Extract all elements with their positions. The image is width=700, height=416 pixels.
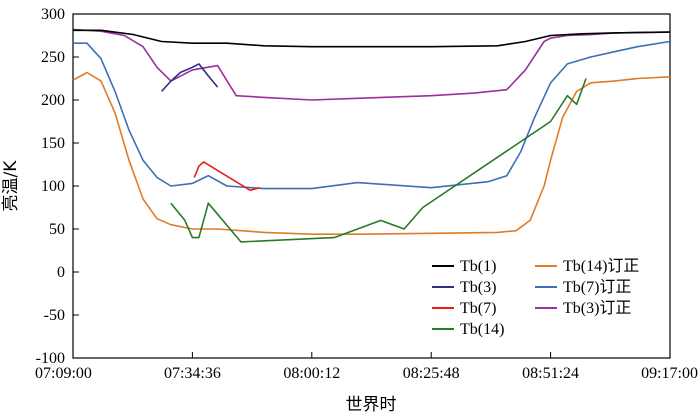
legend-label: Tb(3)	[460, 279, 496, 296]
y-tick-label: 150	[41, 135, 65, 152]
legend-label: Tb(1)	[460, 258, 496, 275]
x-tick-label: 07:09:00	[35, 365, 92, 382]
series-line	[72, 28, 671, 101]
legend: Tb(1) Tb(3) Tb(7) Tb(14) Tb(14)订正 Tb(7)订正 Tb(3…	[432, 257, 639, 338]
legend-label: Tb(3)订正	[563, 299, 631, 317]
x-tick-label: 08:25:48	[403, 365, 460, 382]
series-line	[73, 29, 671, 48]
y-tick-label: 100	[41, 178, 65, 195]
series-line	[72, 71, 671, 235]
series-layer	[72, 28, 671, 243]
y-tick-label: -100	[36, 350, 65, 367]
series-line	[161, 63, 219, 92]
x-tick-label: 08:51:24	[522, 365, 579, 382]
x-tick-label: 09:17:00	[641, 365, 698, 382]
y-tick-label: 0	[57, 264, 65, 281]
x-tick-label: 07:34:36	[164, 365, 221, 382]
y-tick-label: 50	[49, 221, 65, 238]
legend-label: Tb(14)	[460, 321, 504, 338]
x-axis-title: 世界时	[346, 395, 397, 415]
series-line	[73, 40, 671, 190]
y-axis-title: 亮温/K	[1, 160, 21, 212]
x-tick-label: 08:00:12	[283, 365, 340, 382]
y-tick-label: 200	[41, 92, 65, 109]
legend-label: Tb(14)订正	[563, 257, 639, 275]
legend-label: Tb(7)订正	[563, 278, 631, 296]
series-line	[170, 78, 587, 243]
y-tick-label: 300	[41, 6, 65, 23]
y-tick-label: -50	[44, 307, 65, 324]
y-axis: -100 -50 0 50 100 150 200 250 300	[36, 6, 79, 367]
y-tick-label: 250	[41, 49, 65, 66]
legend-label: Tb(7)	[460, 300, 496, 317]
x-axis: 07:09:00 07:34:36 08:00:12 08:25:48 08:51:24…	[35, 352, 698, 382]
series-line	[193, 161, 260, 192]
